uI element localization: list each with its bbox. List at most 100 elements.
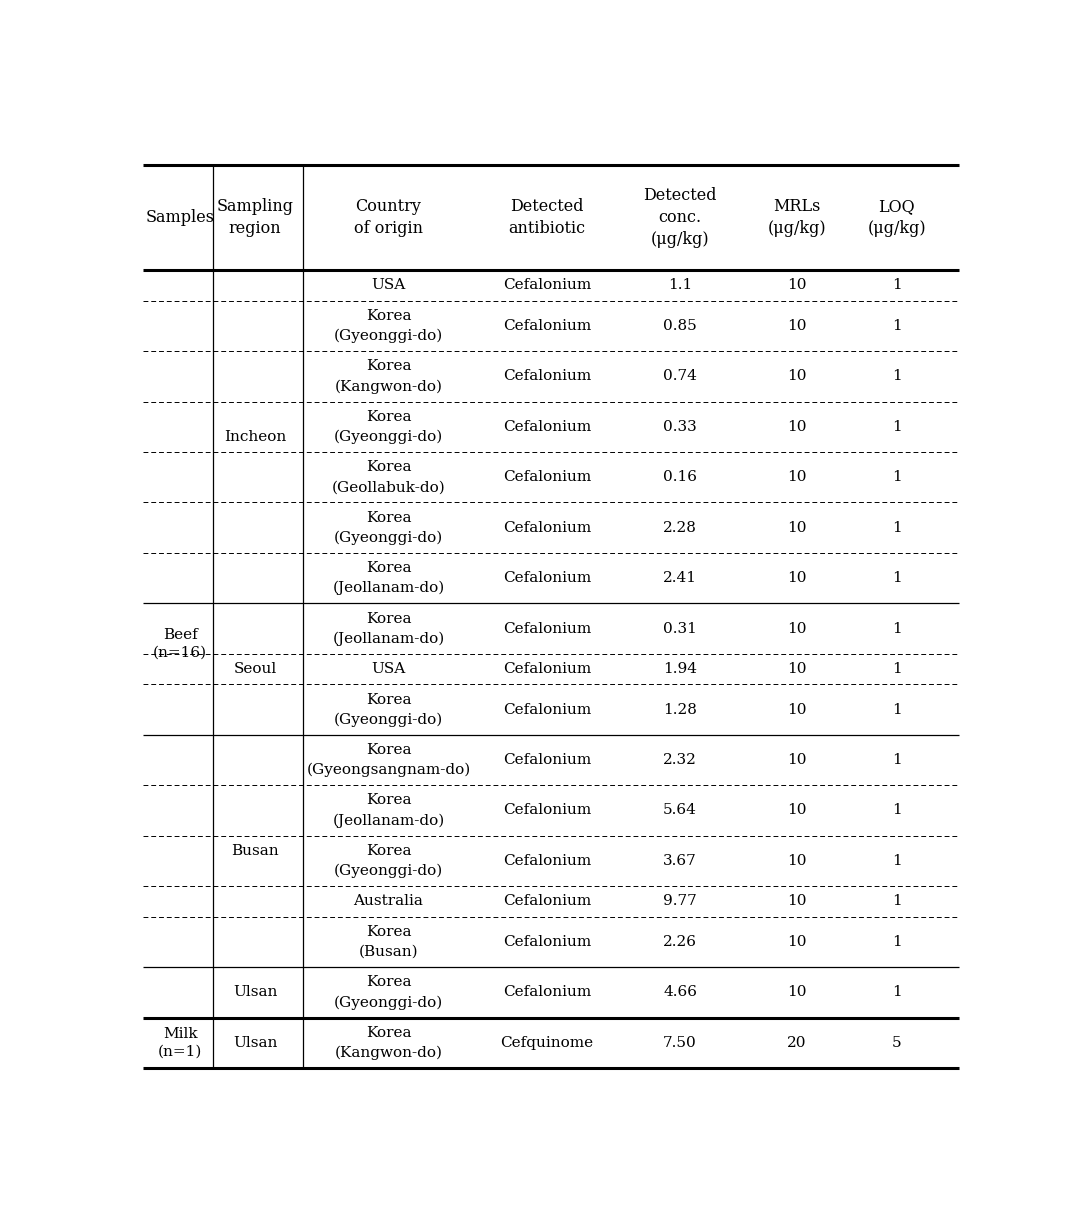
- Text: Cefalonium: Cefalonium: [503, 278, 591, 293]
- Text: 10: 10: [787, 369, 806, 384]
- Text: Cefalonium: Cefalonium: [503, 622, 591, 635]
- Text: Ulsan: Ulsan: [233, 985, 277, 1000]
- Text: Seoul: Seoul: [233, 662, 276, 677]
- Text: 10: 10: [787, 319, 806, 333]
- Text: Korea: Korea: [366, 561, 412, 575]
- Text: (Gyeonggi-do): (Gyeonggi-do): [334, 329, 443, 344]
- Text: Cefalonium: Cefalonium: [503, 521, 591, 535]
- Text: (Gyeonggi-do): (Gyeonggi-do): [334, 712, 443, 727]
- Text: 3.67: 3.67: [663, 855, 697, 868]
- Text: 1: 1: [892, 803, 902, 818]
- Text: (Kangwon-do): (Kangwon-do): [334, 379, 443, 394]
- Text: (Gyeonggi-do): (Gyeonggi-do): [334, 530, 443, 545]
- Text: Cefalonium: Cefalonium: [503, 419, 591, 434]
- Text: Cefquinome: Cefquinome: [500, 1036, 593, 1050]
- Text: Detected
conc.
(μg/kg): Detected conc. (μg/kg): [643, 187, 717, 249]
- Text: Korea: Korea: [366, 794, 412, 807]
- Text: Busan: Busan: [231, 844, 280, 858]
- Text: Korea: Korea: [366, 511, 412, 524]
- Text: 2.32: 2.32: [663, 753, 697, 767]
- Text: 1: 1: [892, 369, 902, 384]
- Text: 1: 1: [892, 985, 902, 1000]
- Text: Cefalonium: Cefalonium: [503, 803, 591, 818]
- Text: USA: USA: [371, 278, 405, 293]
- Text: 10: 10: [787, 419, 806, 434]
- Text: 1: 1: [892, 855, 902, 868]
- Text: 1.28: 1.28: [663, 702, 697, 717]
- Text: 9.77: 9.77: [663, 895, 697, 908]
- Text: (Gyeongsangnam-do): (Gyeongsangnam-do): [306, 763, 471, 778]
- Text: 1.94: 1.94: [663, 662, 697, 677]
- Text: 10: 10: [787, 471, 806, 484]
- Text: Country
of origin: Country of origin: [354, 197, 422, 238]
- Text: MRLs
(μg/kg): MRLs (μg/kg): [768, 197, 826, 238]
- Text: Korea: Korea: [366, 975, 412, 990]
- Text: Cefalonium: Cefalonium: [503, 369, 591, 384]
- Text: Milk
(n=1): Milk (n=1): [158, 1026, 202, 1059]
- Text: Cefalonium: Cefalonium: [503, 753, 591, 767]
- Text: (Gyeonggi-do): (Gyeonggi-do): [334, 864, 443, 878]
- Text: 1: 1: [892, 319, 902, 333]
- Text: 1: 1: [892, 935, 902, 948]
- Text: (Gyeonggi-do): (Gyeonggi-do): [334, 995, 443, 1009]
- Text: Cefalonium: Cefalonium: [503, 935, 591, 948]
- Text: 1: 1: [892, 278, 902, 293]
- Text: Korea: Korea: [366, 844, 412, 858]
- Text: Korea: Korea: [366, 1025, 412, 1040]
- Text: (Kangwon-do): (Kangwon-do): [334, 1046, 443, 1061]
- Text: Cefalonium: Cefalonium: [503, 572, 591, 585]
- Text: Samples: Samples: [146, 210, 215, 226]
- Text: 1: 1: [892, 662, 902, 677]
- Text: 1: 1: [892, 753, 902, 767]
- Text: 1: 1: [892, 895, 902, 908]
- Text: 10: 10: [787, 278, 806, 293]
- Text: 1: 1: [892, 419, 902, 434]
- Text: 0.74: 0.74: [663, 369, 697, 384]
- Text: 2.26: 2.26: [663, 935, 697, 948]
- Text: Korea: Korea: [366, 925, 412, 939]
- Text: (Gyeonggi-do): (Gyeonggi-do): [334, 430, 443, 444]
- Text: LOQ
(μg/kg): LOQ (μg/kg): [868, 197, 926, 238]
- Text: 10: 10: [787, 803, 806, 818]
- Text: Cefalonium: Cefalonium: [503, 319, 591, 333]
- Text: 2.28: 2.28: [663, 521, 697, 535]
- Text: Incheon: Incheon: [224, 430, 286, 444]
- Text: 10: 10: [787, 622, 806, 635]
- Text: Cefalonium: Cefalonium: [503, 702, 591, 717]
- Text: 10: 10: [787, 572, 806, 585]
- Text: 10: 10: [787, 521, 806, 535]
- Text: 10: 10: [787, 985, 806, 1000]
- Text: 5.64: 5.64: [663, 803, 697, 818]
- Text: Beef
(n=16): Beef (n=16): [153, 628, 207, 659]
- Text: 1: 1: [892, 572, 902, 585]
- Text: Cefalonium: Cefalonium: [503, 855, 591, 868]
- Text: Korea: Korea: [366, 612, 412, 625]
- Text: 0.16: 0.16: [663, 471, 697, 484]
- Text: 1: 1: [892, 622, 902, 635]
- Text: (Geollabuk-do): (Geollabuk-do): [331, 480, 445, 495]
- Text: 10: 10: [787, 855, 806, 868]
- Text: (Jeollanam-do): (Jeollanam-do): [332, 813, 445, 828]
- Text: Korea: Korea: [366, 692, 412, 707]
- Text: 1: 1: [892, 521, 902, 535]
- Text: 10: 10: [787, 753, 806, 767]
- Text: Cefalonium: Cefalonium: [503, 985, 591, 1000]
- Text: 1.1: 1.1: [668, 278, 692, 293]
- Text: 10: 10: [787, 702, 806, 717]
- Text: 0.31: 0.31: [663, 622, 697, 635]
- Text: 0.85: 0.85: [663, 319, 697, 333]
- Text: Korea: Korea: [366, 360, 412, 373]
- Text: Cefalonium: Cefalonium: [503, 895, 591, 908]
- Text: Korea: Korea: [366, 742, 412, 757]
- Text: 10: 10: [787, 895, 806, 908]
- Text: (Jeollanam-do): (Jeollanam-do): [332, 631, 445, 646]
- Text: Australia: Australia: [354, 895, 424, 908]
- Text: 1: 1: [892, 471, 902, 484]
- Text: 10: 10: [787, 662, 806, 677]
- Text: Cefalonium: Cefalonium: [503, 471, 591, 484]
- Text: 7.50: 7.50: [663, 1036, 697, 1050]
- Text: Cefalonium: Cefalonium: [503, 662, 591, 677]
- Text: (Busan): (Busan): [359, 945, 418, 959]
- Text: Ulsan: Ulsan: [233, 1036, 277, 1050]
- Text: Sampling
region: Sampling region: [217, 197, 293, 238]
